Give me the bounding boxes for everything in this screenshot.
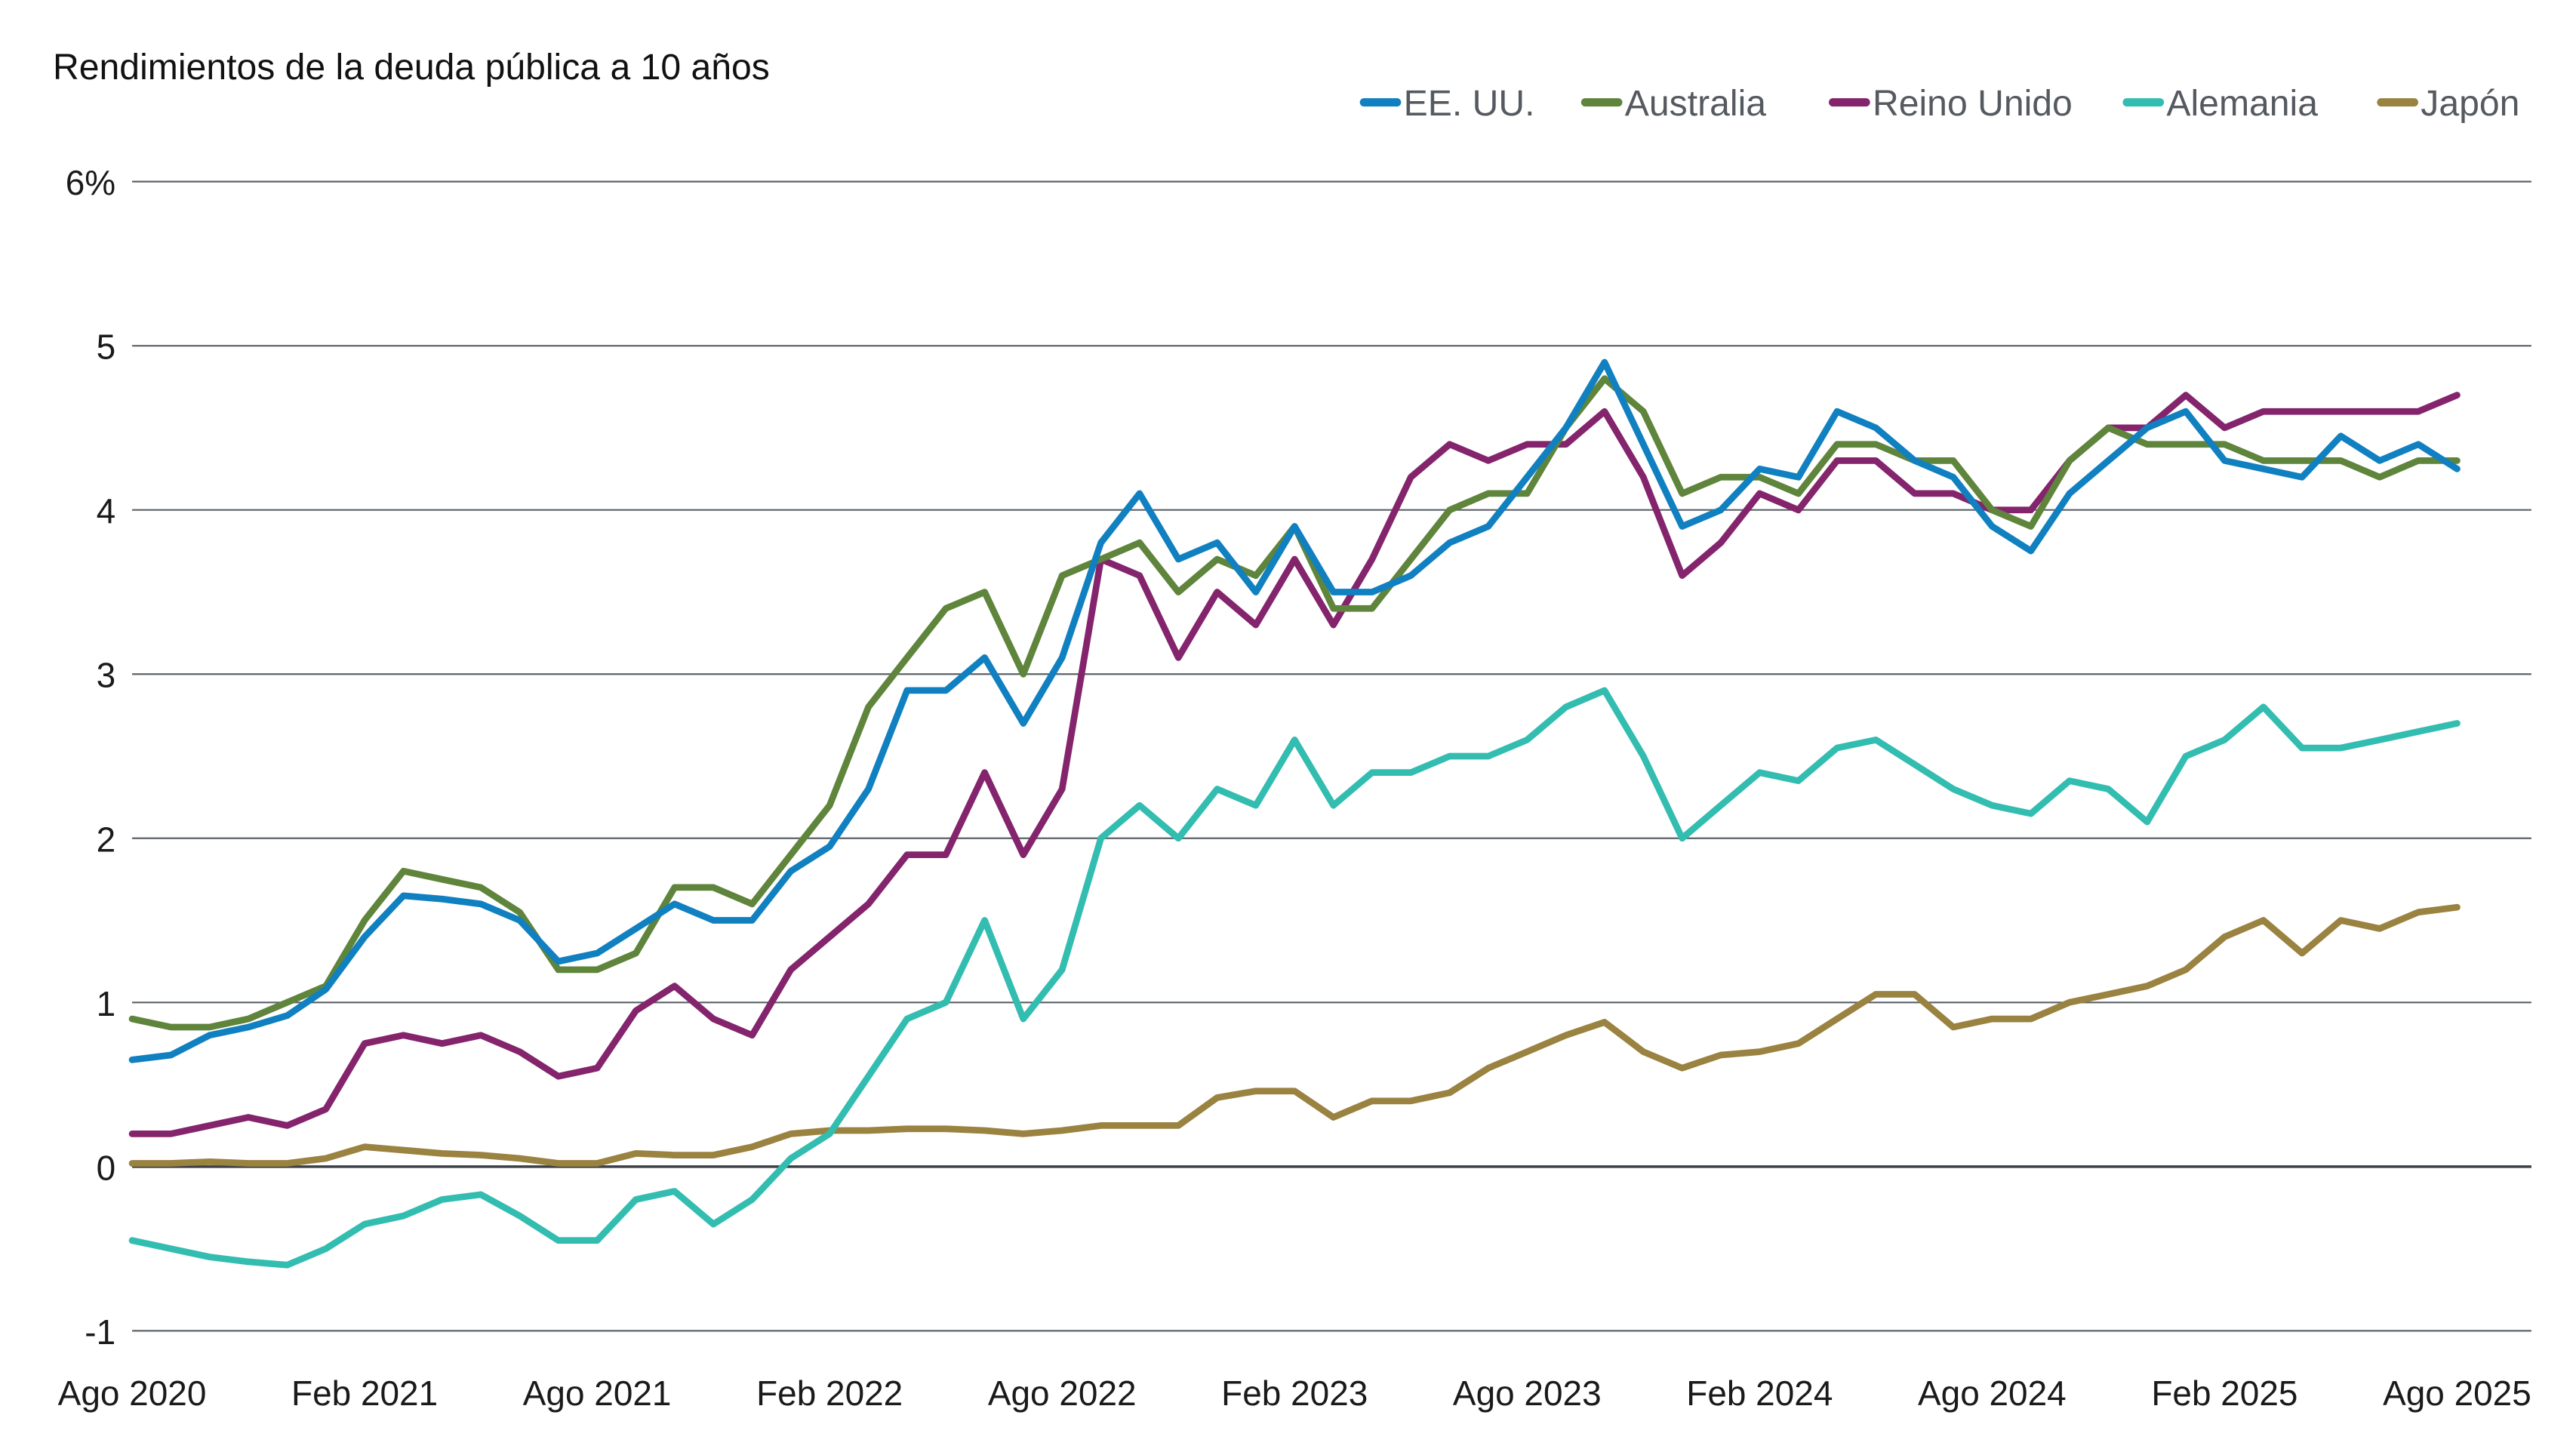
x-tick-label: Ago 2024 <box>1918 1374 2067 1413</box>
y-tick-label: 3 <box>97 656 116 695</box>
legend: EE. UU. Australia Reino Unido Alemania Japón <box>1359 83 2519 124</box>
x-axis-ticks: Ago 2020 Feb 2021 Ago 2021 Feb 2022 Ago 2022… <box>58 1374 2531 1413</box>
series-line-4 <box>128 903 2461 1167</box>
x-tick-label: Feb 2021 <box>291 1374 438 1413</box>
x-tick-label: Feb 2024 <box>1686 1374 1833 1413</box>
legend-item: EE. UU. <box>1359 83 1535 124</box>
x-tick-label: Ago 2020 <box>58 1374 207 1413</box>
y-tick-label: 2 <box>97 820 116 859</box>
x-tick-label: Feb 2025 <box>2151 1374 2297 1413</box>
legend-label: Alemania <box>2166 83 2318 124</box>
y-tick-label: 1 <box>97 984 116 1023</box>
series-line-0 <box>128 358 2461 1063</box>
y-tick-label: 4 <box>97 491 116 531</box>
x-tick-label: Ago 2025 <box>2383 1374 2531 1413</box>
legend-item: Reino Unido <box>1828 83 2073 124</box>
y-tick-label: -1 <box>85 1312 115 1352</box>
y-tick-label: 0 <box>97 1148 116 1187</box>
gridlines <box>132 180 2531 1332</box>
x-tick-label: Ago 2023 <box>1453 1374 1602 1413</box>
legend-item: Australia <box>1580 83 1766 124</box>
legend-item: Alemania <box>2122 83 2318 124</box>
legend-label: Reino Unido <box>1873 83 2073 124</box>
x-tick-label: Ago 2022 <box>988 1374 1137 1413</box>
x-tick-label: Feb 2023 <box>1221 1374 1368 1413</box>
y-tick-label: 6% <box>66 163 115 202</box>
y-tick-label: 5 <box>97 328 116 367</box>
x-tick-label: Feb 2022 <box>756 1374 903 1413</box>
series-line-1 <box>128 375 2461 1031</box>
legend-label: EE. UU. <box>1404 83 1535 124</box>
series-line-2 <box>128 392 2461 1137</box>
legend-item: Japón <box>2377 83 2519 124</box>
legend-label: Japón <box>2421 83 2519 124</box>
series-lines <box>128 358 2461 1269</box>
series-line-3 <box>128 687 2461 1269</box>
legend-label: Australia <box>1625 83 1766 124</box>
x-tick-label: Ago 2021 <box>523 1374 672 1413</box>
y-axis-ticks: -1 0 1 2 3 4 5 6% <box>66 163 115 1352</box>
chart-title: Rendimientos de la deuda pública a 10 añ… <box>53 47 770 88</box>
